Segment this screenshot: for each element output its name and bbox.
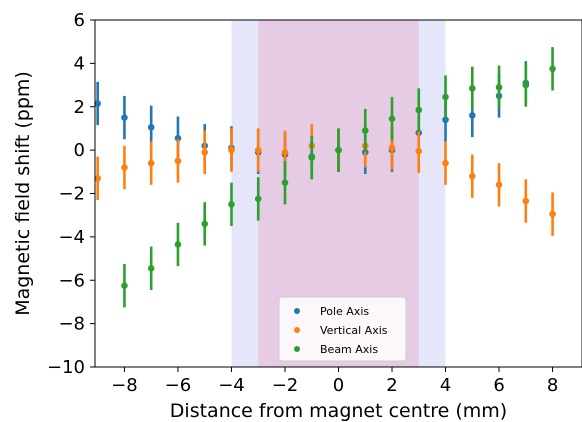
data-point bbox=[442, 159, 449, 167]
data-point bbox=[495, 181, 503, 189]
data-point bbox=[254, 195, 262, 203]
y-tick-label: −4 bbox=[58, 227, 85, 248]
data-point bbox=[442, 116, 449, 124]
y-tick-label: 4 bbox=[74, 53, 85, 74]
legend-label: Vertical Axis bbox=[320, 324, 388, 337]
legend-marker bbox=[294, 346, 300, 352]
data-point bbox=[468, 85, 476, 92]
data-point bbox=[201, 220, 209, 228]
data-series bbox=[94, 47, 556, 308]
data-point bbox=[147, 159, 155, 167]
data-point bbox=[281, 148, 289, 156]
legend-marker bbox=[294, 327, 300, 333]
legend-label: Pole Axis bbox=[320, 305, 369, 318]
data-point bbox=[174, 134, 182, 142]
data-point bbox=[201, 148, 209, 156]
data-point bbox=[415, 147, 423, 155]
legend: Pole Axis Vertical Axis Beam Axis bbox=[278, 296, 407, 362]
data-point bbox=[254, 146, 262, 154]
y-tick-label: −2 bbox=[58, 184, 85, 205]
shaded-regions bbox=[231, 20, 446, 367]
data-point bbox=[388, 144, 396, 152]
x-axis: −8 −6 −4 −2 0 2 4 6 8 bbox=[111, 367, 558, 396]
data-point bbox=[549, 210, 556, 218]
data-point bbox=[468, 112, 476, 119]
legend-label: Beam Axis bbox=[320, 343, 378, 356]
x-tick-label: −2 bbox=[272, 375, 299, 396]
data-point bbox=[228, 201, 235, 208]
y-tick-label: 6 bbox=[74, 10, 85, 31]
data-point bbox=[468, 172, 476, 180]
data-point bbox=[121, 114, 128, 121]
data-point bbox=[228, 146, 235, 154]
x-axis-label: Distance from magnet centre (mm) bbox=[170, 400, 507, 422]
x-tick-label: 0 bbox=[333, 375, 344, 396]
y-tick-label: 2 bbox=[74, 97, 85, 118]
x-tick-label: 6 bbox=[493, 375, 504, 396]
data-point bbox=[174, 241, 182, 248]
data-point bbox=[549, 65, 556, 73]
y-axis-label: Magnetic field shift (ppm) bbox=[12, 71, 34, 316]
y-tick-label: −6 bbox=[58, 270, 85, 291]
data-point bbox=[94, 175, 101, 182]
data-point bbox=[281, 179, 289, 186]
x-tick-label: 2 bbox=[386, 375, 397, 396]
data-point bbox=[388, 115, 396, 122]
data-point bbox=[522, 197, 530, 205]
legend-marker bbox=[294, 308, 300, 314]
x-tick-label: 8 bbox=[547, 375, 558, 396]
data-point bbox=[361, 127, 369, 134]
x-tick-label: −8 bbox=[111, 375, 138, 396]
data-point bbox=[442, 93, 449, 101]
data-point bbox=[308, 154, 316, 162]
y-axis: −10 −8 −6 −4 −2 0 2 4 6 bbox=[47, 10, 95, 378]
y-tick-label: 0 bbox=[74, 140, 85, 161]
data-point bbox=[522, 81, 530, 89]
data-point bbox=[495, 83, 503, 91]
series-beam-axis bbox=[121, 47, 556, 308]
x-tick-label: 4 bbox=[440, 375, 451, 396]
data-point bbox=[147, 124, 155, 131]
x-tick-label: −6 bbox=[165, 375, 192, 396]
x-tick-label: −4 bbox=[218, 375, 245, 396]
data-point bbox=[94, 100, 101, 107]
y-tick-label: −8 bbox=[58, 314, 85, 335]
legend-box bbox=[278, 296, 407, 362]
data-point bbox=[174, 157, 182, 165]
data-point bbox=[121, 282, 128, 289]
data-point bbox=[147, 265, 155, 272]
data-point bbox=[121, 164, 128, 171]
y-tick-label: −10 bbox=[47, 357, 85, 378]
data-point bbox=[335, 146, 342, 154]
data-point bbox=[415, 106, 423, 114]
